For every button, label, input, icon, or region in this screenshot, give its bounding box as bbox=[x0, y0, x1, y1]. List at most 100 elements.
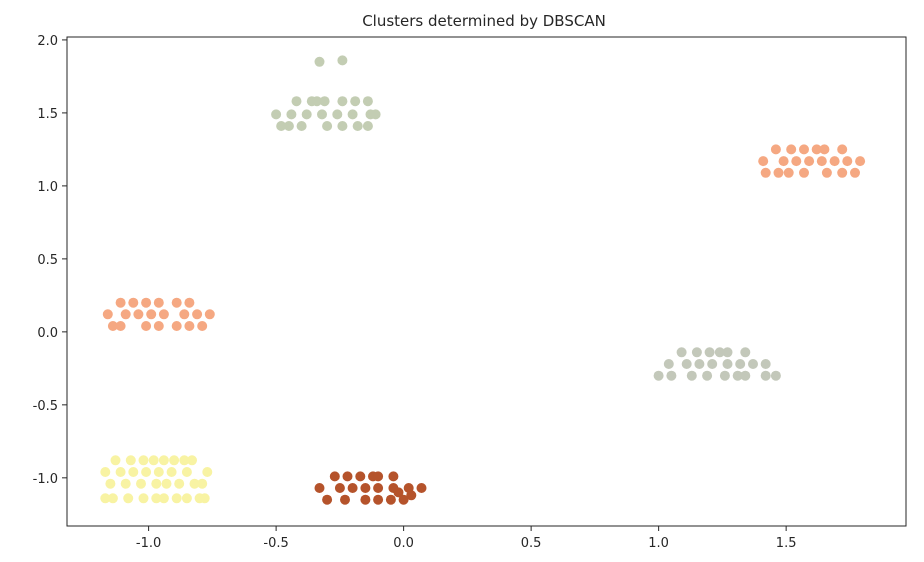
cluster-4 bbox=[653, 347, 781, 381]
data-point bbox=[360, 483, 371, 493]
cluster-6 bbox=[314, 471, 427, 505]
data-point bbox=[373, 471, 384, 482]
y-tick-label: 2.0 bbox=[37, 34, 58, 49]
data-point bbox=[199, 493, 210, 504]
data-point bbox=[151, 478, 162, 489]
data-point bbox=[136, 478, 146, 489]
x-tick-label: 0.5 bbox=[521, 536, 542, 551]
data-point bbox=[702, 370, 713, 381]
data-point bbox=[128, 467, 139, 477]
data-point bbox=[811, 144, 822, 155]
axes bbox=[66, 36, 907, 527]
data-point bbox=[192, 309, 203, 320]
data-point bbox=[329, 471, 340, 482]
data-point bbox=[707, 359, 718, 369]
data-point bbox=[406, 490, 417, 501]
data-point bbox=[385, 494, 396, 505]
data-point bbox=[416, 483, 427, 493]
data-point bbox=[291, 96, 302, 107]
data-point bbox=[760, 167, 771, 178]
data-point bbox=[138, 493, 149, 504]
data-point bbox=[123, 493, 134, 504]
y-tick-label: 0.0 bbox=[37, 326, 58, 341]
data-point bbox=[837, 144, 848, 155]
data-point bbox=[352, 121, 363, 131]
data-point bbox=[337, 55, 348, 66]
y-tick-label: 1.5 bbox=[37, 107, 58, 122]
data-point bbox=[166, 467, 177, 477]
data-point bbox=[286, 109, 297, 120]
data-point bbox=[360, 494, 371, 505]
data-point bbox=[184, 297, 195, 308]
data-point bbox=[197, 321, 208, 331]
data-point bbox=[694, 359, 705, 369]
data-point bbox=[666, 370, 677, 381]
data-point bbox=[829, 156, 840, 167]
data-point bbox=[740, 347, 751, 358]
data-point bbox=[821, 167, 832, 178]
data-point bbox=[816, 156, 827, 167]
data-point bbox=[187, 455, 197, 466]
x-tick-label: 1.0 bbox=[648, 536, 669, 551]
data-point bbox=[158, 455, 169, 466]
data-point bbox=[735, 359, 746, 369]
data-point bbox=[107, 493, 118, 504]
data-point bbox=[758, 156, 769, 167]
data-point bbox=[271, 109, 282, 120]
data-point bbox=[171, 493, 182, 504]
data-point bbox=[283, 121, 294, 131]
data-point bbox=[373, 483, 384, 493]
data-point bbox=[153, 297, 164, 308]
data-point bbox=[842, 156, 853, 167]
y-tick-label: -1.0 bbox=[33, 472, 58, 487]
data-point bbox=[347, 109, 358, 120]
data-point bbox=[799, 144, 809, 155]
data-point bbox=[760, 370, 771, 381]
x-tick-label: -1.0 bbox=[136, 536, 161, 551]
data-point bbox=[151, 493, 162, 504]
data-point bbox=[133, 309, 144, 320]
data-point bbox=[719, 370, 730, 381]
data-point bbox=[171, 297, 182, 308]
cluster-5 bbox=[100, 455, 213, 504]
data-point bbox=[105, 478, 116, 489]
data-point bbox=[398, 494, 409, 505]
data-point bbox=[748, 359, 758, 369]
data-point bbox=[314, 56, 325, 67]
data-point bbox=[319, 96, 330, 107]
y-tick-label: 0.5 bbox=[37, 253, 58, 268]
data-point bbox=[676, 347, 687, 358]
data-point bbox=[770, 144, 781, 155]
data-point bbox=[161, 478, 172, 489]
data-point bbox=[102, 309, 113, 320]
cluster-2 bbox=[758, 144, 866, 178]
data-point bbox=[804, 156, 815, 167]
data-point bbox=[322, 121, 333, 131]
data-point bbox=[314, 483, 325, 493]
data-point bbox=[100, 493, 111, 504]
data-point bbox=[350, 96, 361, 107]
data-point bbox=[115, 297, 126, 308]
cluster-3 bbox=[271, 55, 381, 131]
data-point bbox=[373, 494, 384, 505]
data-point bbox=[138, 455, 149, 466]
data-point bbox=[110, 455, 121, 466]
data-point bbox=[276, 121, 287, 131]
data-point bbox=[107, 321, 118, 331]
data-point bbox=[722, 359, 733, 369]
data-point bbox=[337, 121, 348, 131]
data-point bbox=[153, 467, 164, 477]
data-point bbox=[342, 471, 353, 482]
data-point bbox=[773, 167, 784, 178]
data-point bbox=[169, 455, 180, 466]
data-point bbox=[732, 370, 743, 381]
x-tick-label: -0.5 bbox=[263, 536, 288, 551]
data-point bbox=[322, 494, 333, 505]
data-point bbox=[332, 109, 343, 120]
data-point bbox=[370, 109, 381, 120]
data-point bbox=[778, 156, 789, 167]
data-point bbox=[311, 96, 322, 107]
points-layer bbox=[100, 55, 866, 505]
data-point bbox=[189, 478, 200, 489]
data-point bbox=[362, 121, 373, 131]
